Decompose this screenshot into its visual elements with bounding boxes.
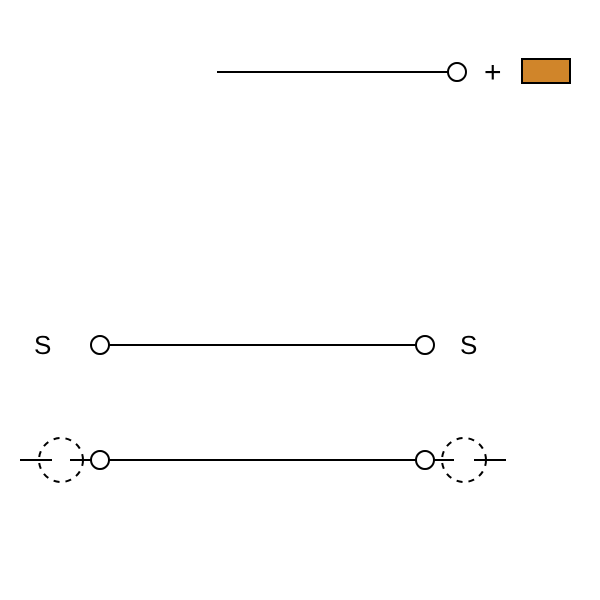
middle-right-terminal-icon (416, 336, 434, 354)
plus-label: + (484, 56, 502, 89)
middle-left-label: S (34, 330, 51, 361)
middle-left-terminal-icon (91, 336, 109, 354)
color-box (522, 59, 570, 83)
top-terminal-icon (448, 63, 466, 81)
middle-right-label: S (460, 330, 477, 361)
bottom-right-terminal-icon (416, 451, 434, 469)
schematic-diagram: + (0, 0, 600, 600)
bottom-left-terminal-icon (91, 451, 109, 469)
